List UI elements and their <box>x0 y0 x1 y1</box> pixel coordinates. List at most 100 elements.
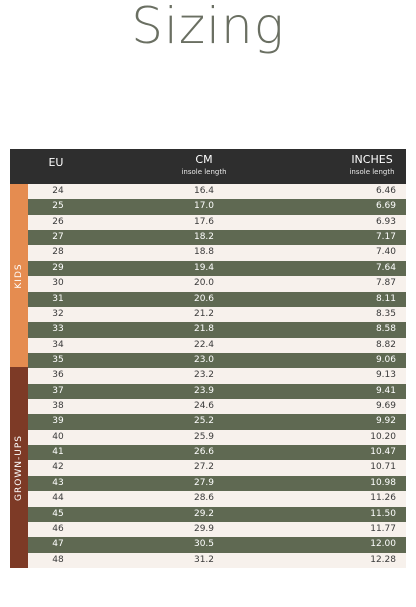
cell-inches: 11.77 <box>370 523 396 534</box>
cell-eu: 44 <box>52 493 64 504</box>
group-band-kids: KIDS <box>10 184 28 367</box>
cell-cm: 20.0 <box>193 278 215 289</box>
cell-cm: 17.0 <box>193 201 215 212</box>
size-table: EU CM insole length INCHES insole length… <box>10 149 406 568</box>
cell-cm: 29.9 <box>193 523 215 534</box>
header-cm-sublabel: insole length <box>181 168 227 176</box>
table-row: 29 19.4 7.64 <box>28 260 406 277</box>
cell-inches: 10.71 <box>370 462 396 473</box>
cell-cm: 21.2 <box>193 308 215 319</box>
header-inches-label: INCHES <box>351 153 393 166</box>
cell-inches: 10.98 <box>370 477 396 488</box>
cell-eu: 33 <box>52 324 64 335</box>
cell-cm: 30.5 <box>193 539 215 550</box>
table-row: 24 16.4 6.46 <box>28 184 406 200</box>
cell-eu: 36 <box>52 370 64 381</box>
group-label-kids: KIDS <box>14 262 24 289</box>
cell-cm: 23.2 <box>193 370 215 381</box>
cell-eu: 37 <box>52 385 64 396</box>
table-row: 43 27.9 10.98 <box>28 475 406 492</box>
cell-inches: 11.26 <box>370 493 396 504</box>
page-title: Sizing <box>131 0 285 55</box>
cell-eu: 26 <box>52 216 64 227</box>
cell-eu: 30 <box>52 278 64 289</box>
table-row: 26 17.6 6.93 <box>28 214 406 231</box>
header-eu-label: EU <box>48 156 64 169</box>
cell-cm: 26.6 <box>193 447 215 458</box>
cell-cm: 20.6 <box>193 293 215 304</box>
cell-cm: 23.0 <box>193 354 215 365</box>
table-row: 42 27.2 10.71 <box>28 460 406 476</box>
table-header: EU CM insole length INCHES insole length <box>10 149 406 184</box>
header-inches: INCHES insole length <box>322 153 416 178</box>
table-row: 37 23.9 9.41 <box>28 383 406 400</box>
cell-inches: 9.92 <box>375 416 396 427</box>
cell-cm: 21.8 <box>193 324 215 335</box>
header-cm-label: CM <box>195 153 213 166</box>
cell-eu: 46 <box>52 523 64 534</box>
cell-eu: 24 <box>52 186 64 196</box>
header-eu: EU <box>28 156 84 169</box>
cell-inches: 7.87 <box>375 278 396 289</box>
cell-inches: 10.47 <box>370 447 396 458</box>
table-row: 30 20.0 7.87 <box>28 276 406 292</box>
cell-cm: 16.4 <box>193 186 215 196</box>
cell-inches: 7.64 <box>375 262 396 273</box>
group-band-grown-ups: GROWN-UPS <box>10 367 28 568</box>
table-row: 36 23.2 9.13 <box>28 368 406 384</box>
cell-eu: 41 <box>52 447 64 458</box>
table-row: 32 21.2 8.35 <box>28 306 406 323</box>
cell-eu: 48 <box>52 554 64 565</box>
cell-cm: 19.4 <box>193 262 215 273</box>
cell-inches: 9.41 <box>375 385 396 396</box>
cell-cm: 25.9 <box>193 431 215 442</box>
table-row: 48 31.2 12.28 <box>28 552 406 568</box>
table-row: 40 25.9 10.20 <box>28 429 406 446</box>
cell-cm: 27.9 <box>193 477 215 488</box>
cell-inches: 6.93 <box>375 216 396 227</box>
table-row: 33 21.8 8.58 <box>28 322 406 338</box>
cell-inches: 7.17 <box>375 232 396 243</box>
table-row: 31 20.6 8.11 <box>28 291 406 307</box>
header-cm: CM insole length <box>147 153 261 178</box>
cell-inches: 9.13 <box>375 370 396 381</box>
cell-eu: 27 <box>52 232 64 243</box>
cell-eu: 43 <box>52 477 64 488</box>
cell-eu: 29 <box>52 262 64 273</box>
cell-eu: 34 <box>52 339 64 350</box>
cell-cm: 22.4 <box>193 339 215 350</box>
table-rows: 24 16.4 6.46 25 17.0 6.69 26 17.6 6.93 27 18.2 7.17… <box>28 184 406 568</box>
cell-eu: 25 <box>52 201 64 212</box>
table-row: 38 24.6 9.69 <box>28 399 406 415</box>
cell-inches: 8.82 <box>375 339 396 350</box>
table-row: 47 30.5 12.00 <box>28 537 406 553</box>
cell-cm: 29.2 <box>193 508 215 519</box>
cell-inches: 6.69 <box>375 201 396 212</box>
table-row: 34 22.4 8.82 <box>28 337 406 353</box>
table-row: 46 29.9 11.77 <box>28 521 406 538</box>
cell-eu: 39 <box>52 416 64 427</box>
cell-eu: 40 <box>52 431 64 442</box>
cell-inches: 12.28 <box>370 554 396 565</box>
cell-inches: 8.35 <box>375 308 396 319</box>
cell-inches: 8.11 <box>375 293 396 304</box>
cell-inches: 10.20 <box>370 431 396 442</box>
cell-cm: 31.2 <box>193 554 215 565</box>
cell-eu: 38 <box>52 401 64 412</box>
cell-cm: 27.2 <box>193 462 215 473</box>
table-row: 45 29.2 11.50 <box>28 506 406 522</box>
cell-cm: 24.6 <box>193 401 215 412</box>
table-row: 25 17.0 6.69 <box>28 199 406 215</box>
cell-eu: 31 <box>52 293 64 304</box>
cell-inches: 8.58 <box>375 324 396 335</box>
cell-eu: 42 <box>52 462 64 473</box>
cell-eu: 45 <box>52 508 64 519</box>
cell-inches: 7.40 <box>375 247 396 258</box>
header-inches-sublabel: insole length <box>349 168 395 176</box>
table-body: KIDS GROWN-UPS 24 16.4 6.46 25 17.0 6.69 26 17.… <box>10 184 406 568</box>
cell-inches: 6.46 <box>375 186 396 196</box>
table-row: 39 25.2 9.92 <box>28 414 406 430</box>
cell-inches: 11.50 <box>370 508 396 519</box>
cell-inches: 12.00 <box>370 539 396 550</box>
cell-cm: 28.6 <box>193 493 215 504</box>
